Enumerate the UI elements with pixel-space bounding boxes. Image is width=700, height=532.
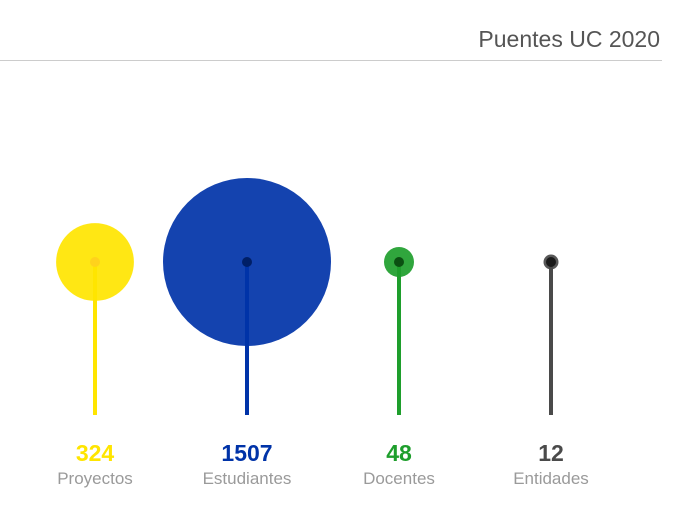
dot-proyectos: [90, 257, 100, 267]
value-label-docentes: 48: [386, 440, 412, 466]
category-label-entidades: Entidades: [513, 469, 589, 488]
dot-docentes: [394, 257, 404, 267]
value-label-entidades: 12: [538, 440, 564, 466]
category-label-proyectos: Proyectos: [57, 469, 133, 488]
dot-entidades: [546, 257, 556, 267]
category-label-estudiantes: Estudiantes: [203, 469, 292, 488]
value-label-proyectos: 324: [76, 440, 115, 466]
value-label-estudiantes: 1507: [221, 440, 272, 466]
dot-estudiantes: [242, 257, 252, 267]
chart-title: Puentes UC 2020: [478, 26, 660, 52]
title-divider: [0, 60, 662, 61]
category-label-docentes: Docentes: [363, 469, 435, 488]
